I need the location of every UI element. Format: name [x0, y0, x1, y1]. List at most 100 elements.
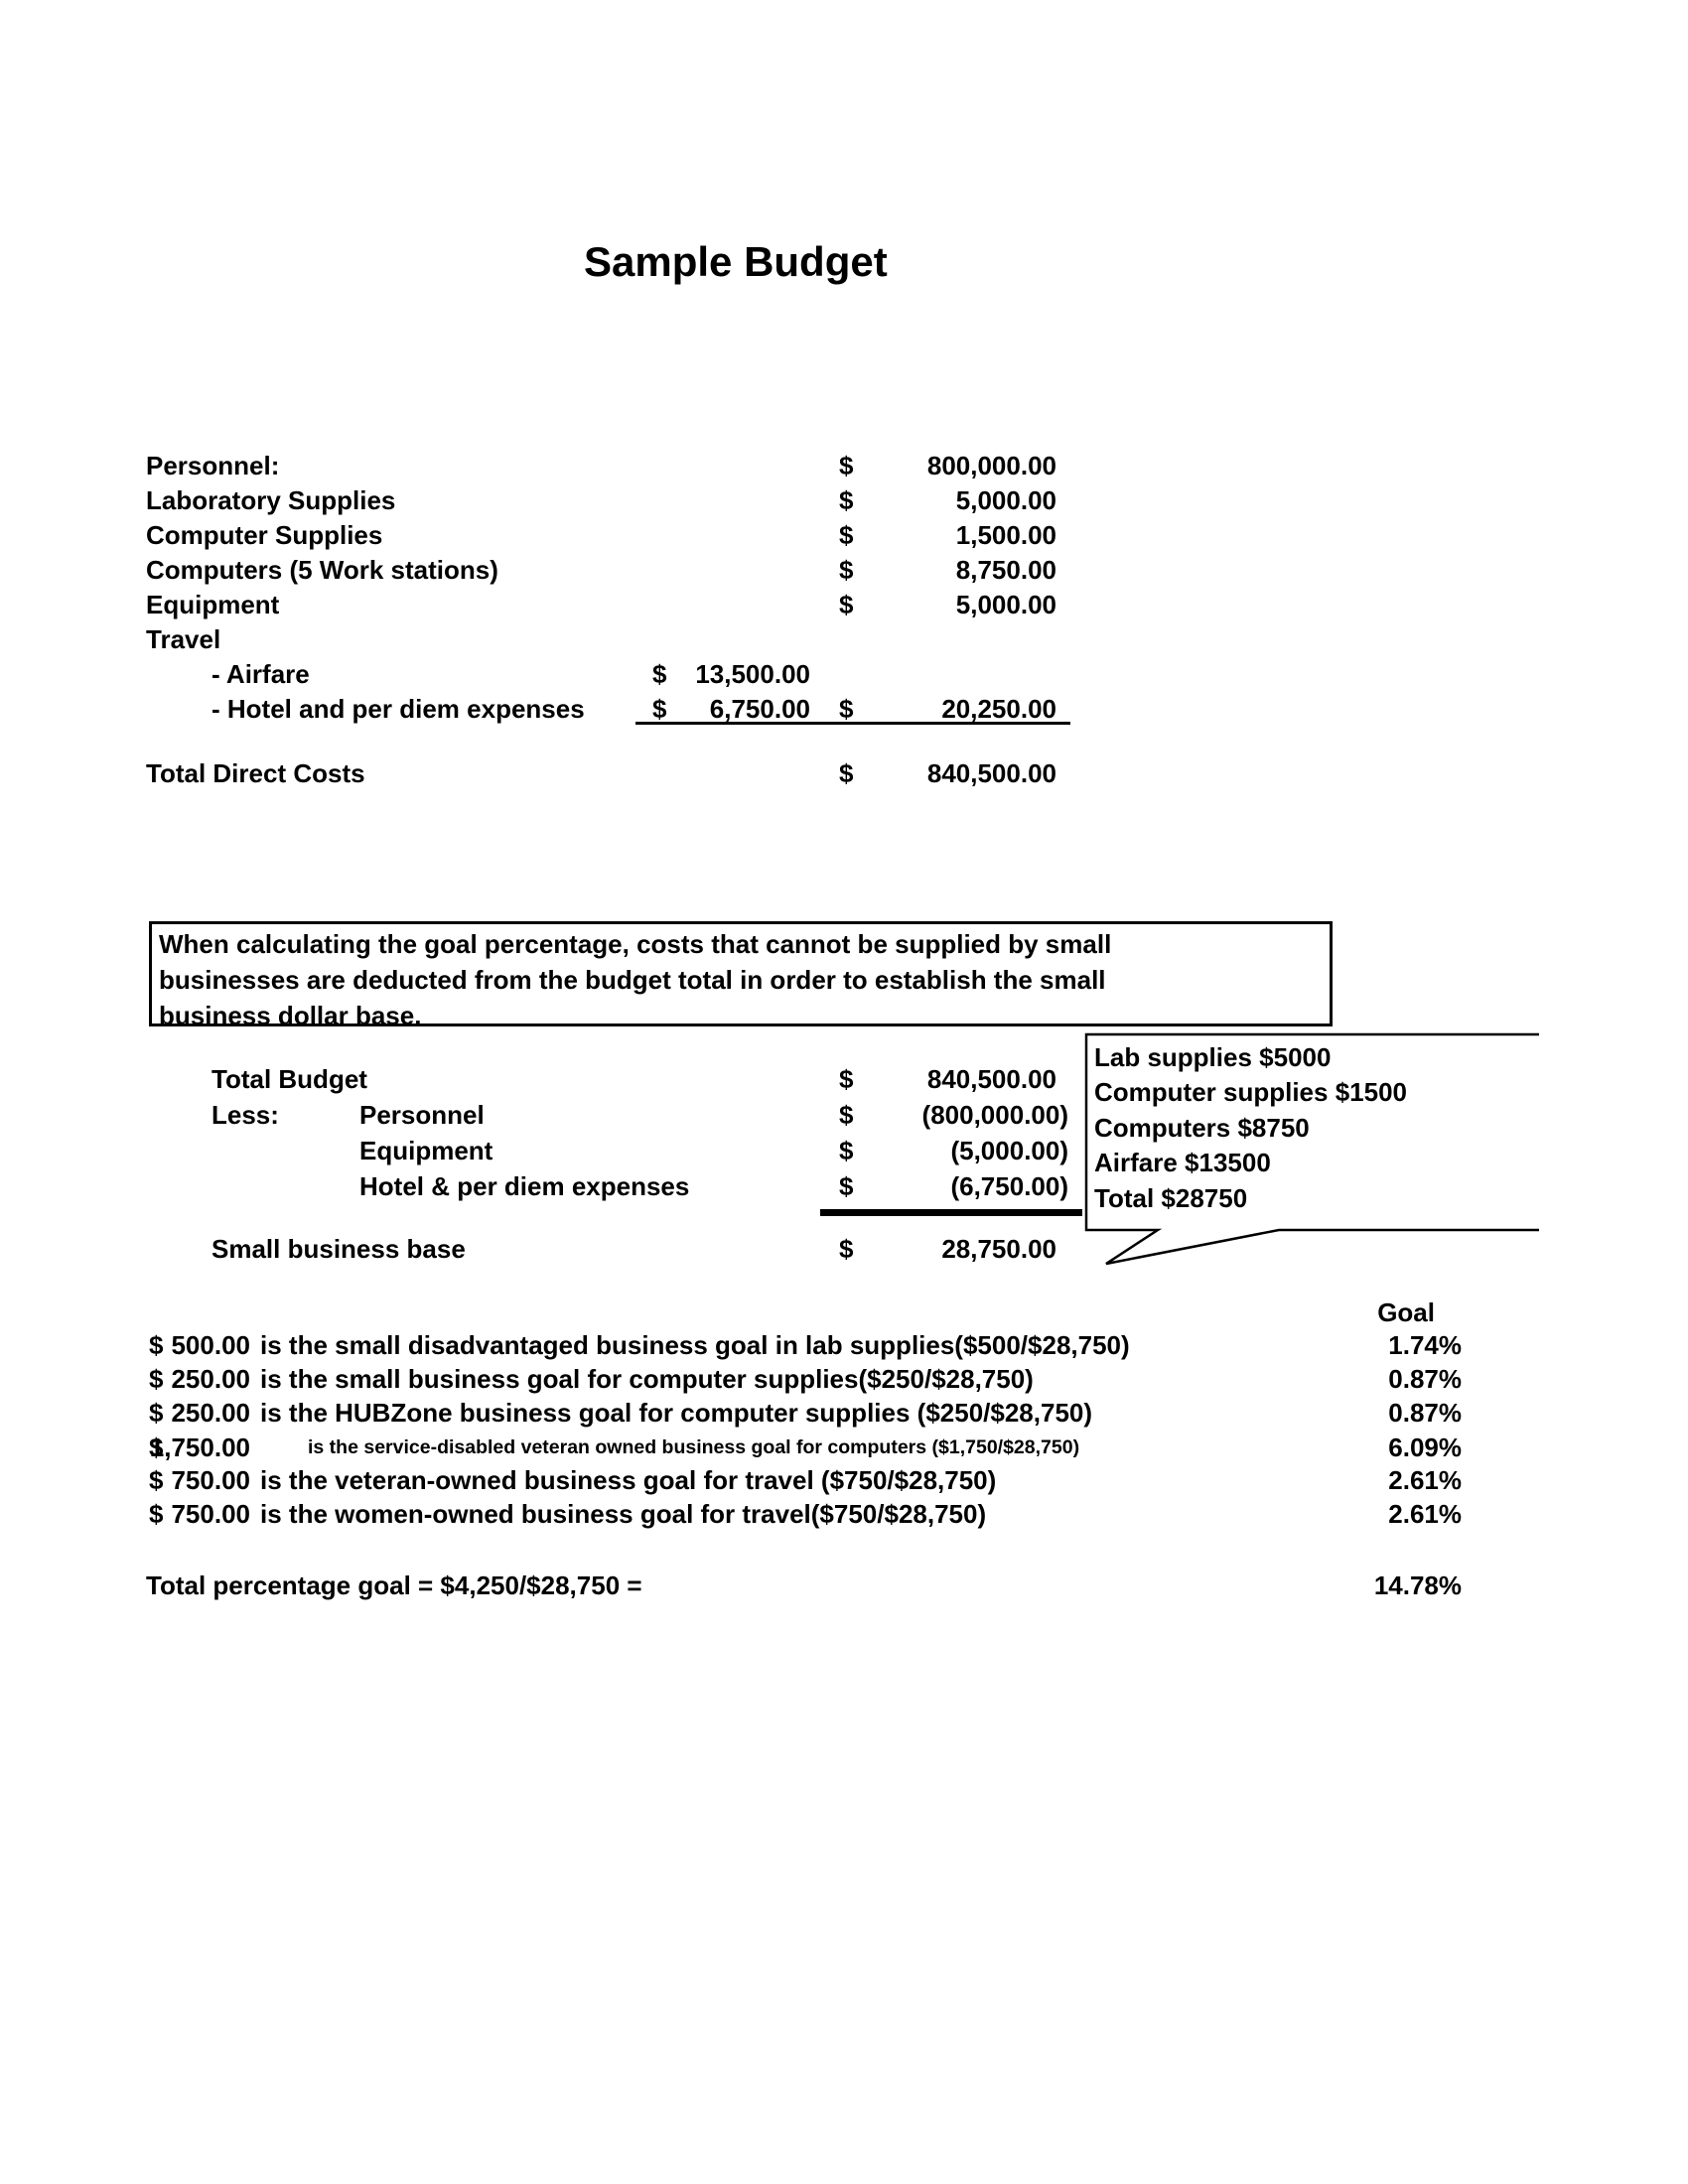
note-line: businesses are deducted from the budget … [159, 965, 1106, 995]
currency-symbol: $ [839, 1100, 854, 1130]
row-label: Travel [146, 624, 221, 654]
currency-symbol: $ [839, 1136, 854, 1165]
amount-value: 1,500.00 [955, 520, 1056, 550]
base-calc-row: Equipment $ (5,000.00) [0, 1134, 1688, 1168]
goal-description: is the HUBZone business goal for compute… [260, 1398, 1093, 1428]
goal-percent: 0.87% [1388, 1398, 1462, 1428]
currency-symbol: $ [839, 555, 854, 585]
row-col2: Hotel & per diem expenses [359, 1171, 690, 1201]
note-line: business dollar base. [159, 1001, 422, 1030]
amount-value: 5,000.00 [955, 485, 1056, 515]
goal-percent: 1.74% [1388, 1330, 1462, 1360]
base-calc-row: Less: Personnel $ (800,000.00) [0, 1098, 1688, 1133]
currency-symbol: $ [839, 590, 854, 619]
goal-amount: 250.00 [171, 1398, 250, 1428]
sub-currency-symbol: $ [652, 659, 667, 689]
budget-row: Computers (5 Work stations) $ 8,750.00 [0, 553, 1688, 588]
callout-line: Total $28750 [1094, 1183, 1248, 1213]
note-text: When calculating the goal percentage, co… [159, 926, 1111, 1033]
row-col1: Total Budget [211, 1064, 367, 1094]
budget-row: - Hotel and per diem expenses $ 6,750.00… [0, 692, 1688, 727]
amount-value: 20,250.00 [941, 694, 1056, 724]
row-col1: Less: [211, 1100, 279, 1130]
amount-value: 800,000.00 [926, 451, 1056, 480]
goal-row: $ 250.00 is the small business goal for … [0, 1362, 1688, 1397]
row-label: - Airfare [211, 659, 310, 689]
row-label: Total Direct Costs [146, 758, 365, 788]
goal-description: is the women-owned business goal for tra… [260, 1499, 987, 1529]
page-title: Sample Budget [584, 238, 888, 285]
goal-column-header: Goal [1377, 1297, 1435, 1327]
budget-row: Travel [0, 622, 1688, 657]
currency-symbol: $ [839, 1064, 854, 1094]
goal-row: $ 1,750.00 is the service-disabled veter… [0, 1431, 1688, 1465]
callout-line: Airfare $13500 [1094, 1148, 1271, 1177]
total-goal-row: Total percentage goal = $4,250/$28,750 =… [0, 1569, 1688, 1603]
amount-value: 840,500.00 [926, 1064, 1056, 1094]
callout-shape [1084, 1032, 1539, 1266]
row-col2: Personnel [359, 1100, 485, 1130]
row-label: Personnel: [146, 451, 280, 480]
goal-percent: 0.87% [1388, 1364, 1462, 1394]
goal-row: $ 500.00 is the small disadvantaged busi… [0, 1328, 1688, 1363]
base-total-underline [820, 1209, 1082, 1216]
total-direct-costs-row: Total Direct Costs $ 840,500.00 [0, 756, 1688, 791]
goal-description: is the small business goal for computer … [260, 1364, 1034, 1394]
total-goal-label: Total percentage goal = $4,250/$28,750 = [146, 1570, 642, 1600]
currency-symbol: $ [149, 1433, 164, 1462]
goal-amount: 750.00 [171, 1499, 250, 1529]
total-goal-percent: 14.78% [1373, 1570, 1462, 1600]
goal-description: is the veteran-owned business goal for t… [260, 1465, 997, 1495]
amount-value: (6,750.00) [950, 1171, 1068, 1201]
goal-amount: 750.00 [171, 1465, 250, 1495]
subtotal-underline [635, 722, 1070, 725]
goal-row: $ 750.00 is the veteran-owned business g… [0, 1463, 1688, 1498]
amount-value: 5,000.00 [955, 590, 1056, 619]
callout-line: Computers $8750 [1094, 1113, 1310, 1143]
row-col2: Equipment [359, 1136, 493, 1165]
callout-line: Lab supplies $5000 [1094, 1042, 1332, 1072]
budget-row: Computer Supplies $ 1,500.00 [0, 518, 1688, 553]
goal-amount: 1,750.00 [149, 1433, 250, 1462]
row-label: Equipment [146, 590, 280, 619]
row-label: Laboratory Supplies [146, 485, 396, 515]
currency-symbol: $ [149, 1398, 164, 1428]
budget-row: - Airfare $ 13,500.00 [0, 657, 1688, 692]
row-label: - Hotel and per diem expenses [211, 694, 585, 724]
currency-symbol: $ [839, 451, 854, 480]
base-calc-row: Total Budget $ 840,500.00 [0, 1062, 1688, 1097]
amount-value: 8,750.00 [955, 555, 1056, 585]
currency-symbol: $ [149, 1364, 164, 1394]
goal-amount: 500.00 [171, 1330, 250, 1360]
row-label: Computers (5 Work stations) [146, 555, 498, 585]
amount-value: 28,750.00 [941, 1234, 1056, 1264]
budget-row: Equipment $ 5,000.00 [0, 588, 1688, 622]
goal-description: is the service-disabled veteran owned bu… [308, 1436, 1080, 1458]
sub-currency-symbol: $ [652, 694, 667, 724]
row-label: Computer Supplies [146, 520, 383, 550]
sub-amount-value: 13,500.00 [695, 659, 810, 689]
currency-symbol: $ [149, 1499, 164, 1529]
note-line: When calculating the goal percentage, co… [159, 929, 1112, 959]
amount-value: 840,500.00 [926, 758, 1056, 788]
goal-row: $ 250.00 is the HUBZone business goal fo… [0, 1396, 1688, 1431]
note-box: When calculating the goal percentage, co… [149, 921, 1333, 1030]
currency-symbol: $ [839, 758, 854, 788]
goal-row: $ 750.00 is the women-owned business goa… [0, 1497, 1688, 1532]
currency-symbol: $ [839, 485, 854, 515]
currency-symbol: $ [839, 1234, 854, 1264]
currency-symbol: $ [839, 694, 854, 724]
row-label: Small business base [211, 1234, 466, 1264]
callout-line: Computer supplies $1500 [1094, 1077, 1407, 1107]
goal-percent: 2.61% [1388, 1499, 1462, 1529]
currency-symbol: $ [839, 1171, 854, 1201]
budget-row: Laboratory Supplies $ 5,000.00 [0, 483, 1688, 518]
currency-symbol: $ [839, 520, 854, 550]
sub-amount-value: 6,750.00 [709, 694, 810, 724]
goal-percent: 6.09% [1388, 1433, 1462, 1462]
goal-amount: 250.00 [171, 1364, 250, 1394]
amount-value: (800,000.00) [921, 1100, 1068, 1130]
goal-percent: 2.61% [1388, 1465, 1462, 1495]
currency-symbol: $ [149, 1465, 164, 1495]
